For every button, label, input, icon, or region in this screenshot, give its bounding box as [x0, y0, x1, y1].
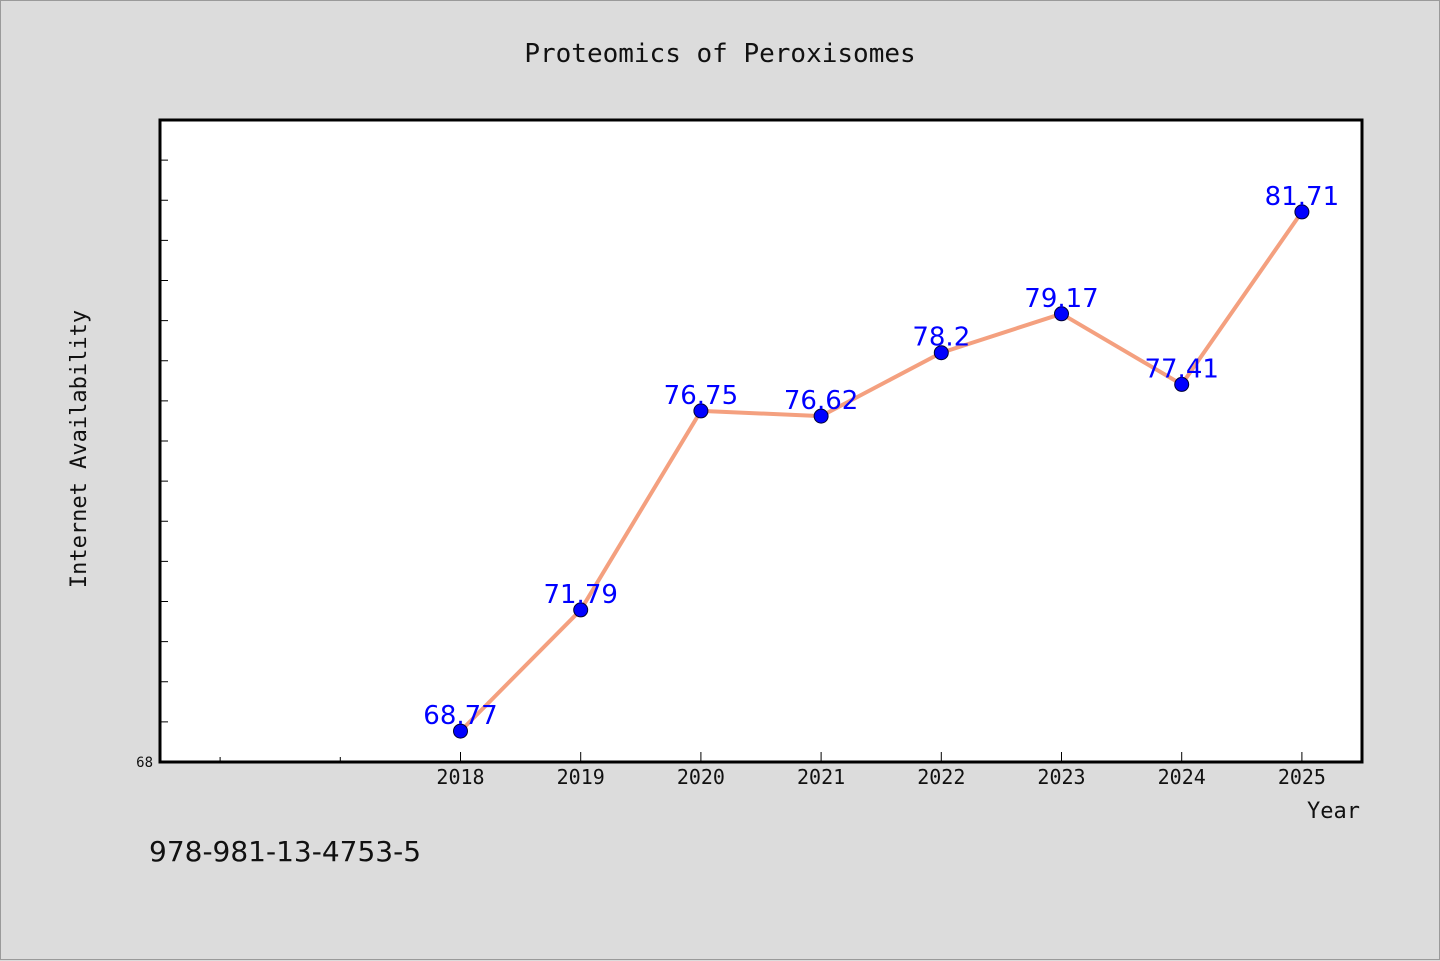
data-label: 71.79: [543, 580, 617, 610]
x-axis-label: Year: [1307, 799, 1360, 824]
x-tick-label: 2021: [797, 765, 845, 789]
data-label: 78.2: [912, 323, 970, 353]
data-point: [693, 403, 709, 419]
x-tick-label: 2025: [1278, 765, 1326, 789]
x-tick-label: 2018: [436, 765, 484, 789]
x-tick-label: 2019: [557, 765, 605, 789]
x-axis-ticks: [219, 752, 1303, 762]
data-label: 68.77: [423, 701, 497, 731]
data-labels: 68.77 71.79 76.75 76.62 78.2 79.17 77.41 81.71: [423, 182, 1339, 731]
x-axis-tick-labels: 2018 2019 2020 2021 2022 2023 2024 2025: [436, 765, 1326, 789]
data-point: [813, 408, 829, 424]
data-point: [1174, 376, 1190, 392]
x-tick-label: 2023: [1037, 765, 1085, 789]
data-label: 79.17: [1024, 284, 1098, 314]
data-point: [933, 345, 949, 361]
chart-title: Proteomics of Peroxisomes: [524, 39, 915, 69]
y-tick-label: 68: [136, 755, 153, 771]
data-label: 81.71: [1265, 182, 1339, 212]
data-point: [1054, 306, 1069, 322]
plot-area: [158, 118, 1364, 764]
data-point: [1294, 204, 1310, 220]
data-label: 76.62: [784, 386, 858, 416]
data-point: [573, 602, 589, 618]
x-tick-label: 2020: [677, 765, 725, 789]
footer-isbn: 978-981-13-4753-5: [149, 835, 422, 868]
data-markers: [453, 204, 1310, 739]
data-label: 76.75: [664, 381, 738, 411]
data-label: 77.41: [1144, 354, 1218, 384]
y-axis-ticks: [160, 159, 168, 723]
x-tick-label: 2024: [1158, 765, 1206, 789]
x-tick-label: 2022: [917, 765, 965, 789]
series-line: [459, 210, 1304, 733]
data-point: [453, 723, 468, 739]
y-axis-label: Internet Availability: [67, 310, 92, 588]
